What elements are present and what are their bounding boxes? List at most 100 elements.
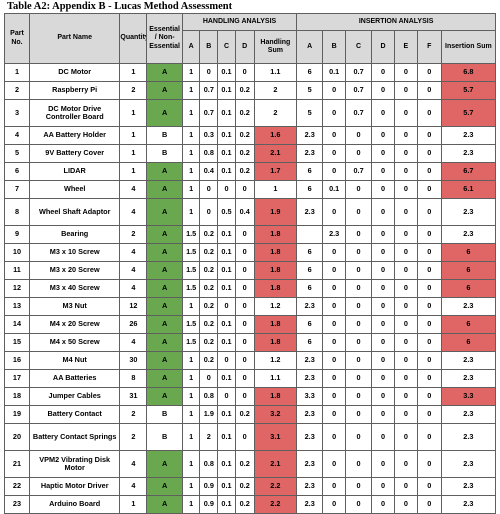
- insertion-value-cell: 0: [345, 387, 373, 406]
- handling-value-cell: 1.5: [181, 261, 201, 280]
- insertion-value-cell: 6: [296, 261, 324, 280]
- insertion-value-cell: 0: [393, 261, 418, 280]
- insertion-value-cell: 0: [345, 333, 373, 352]
- handling-value-cell: 0: [217, 351, 236, 370]
- handling-sum-cell: 1.2: [253, 351, 298, 370]
- insertion-value-cell: 0.7: [345, 99, 373, 127]
- essential-cell: A: [146, 495, 183, 514]
- handling-value-cell: 1: [181, 162, 201, 181]
- part-name-cell: M3 x 20 Screw: [28, 261, 121, 280]
- handling-sum-cell: 1.2: [253, 297, 298, 316]
- insertion-value-cell: 0: [345, 369, 373, 388]
- essential-cell: A: [146, 279, 183, 298]
- insertion-value-cell: 0: [322, 99, 347, 127]
- part-no-cell: 4: [4, 126, 30, 145]
- handling-value-cell: 1: [181, 198, 201, 226]
- table-row: 9 Bearing 2 A 1.5 0.2 0.1 0 1.8 2.3 0 0 0 0 2.3: [4, 225, 497, 244]
- table-row: 16 M4 Nut 30 A 1 0.2 0 0 1.2 2.3 0 0 0 0 0 2.3: [4, 351, 497, 370]
- handling-value-cell: 1.9: [199, 405, 219, 424]
- table-row: 17 AA Batteries 8 A 1 0 0.1 0 1.1 2.3 0 0 0 0 0 2.3: [4, 369, 497, 388]
- insertion-value-cell: 0: [345, 423, 373, 451]
- insertion-value-cell: 0: [393, 63, 418, 82]
- handling-value-cell: 0.8: [199, 450, 219, 478]
- handling-value-cell: 0: [217, 297, 236, 316]
- handling-value-cell: 0: [234, 225, 255, 244]
- insertion-value-cell: 0: [345, 315, 373, 334]
- handling-value-cell: 0: [234, 315, 255, 334]
- handling-value-cell: 0.1: [217, 279, 236, 298]
- part-no-cell: 7: [4, 180, 30, 199]
- handling-value-cell: 0.2: [234, 99, 255, 127]
- quantity-cell: 8: [119, 369, 148, 388]
- table-row: 8 Wheel Shaft Adaptor 4 A 1 0 0.5 0.4 1.9 2.3 0 0 0 0…: [4, 198, 497, 226]
- table-body: 1 DC Motor 1 A 1 0 0.1 0 1.1 6 0.1 0.7 0 0 0 6.8 2 Raspbe…: [4, 63, 497, 514]
- quantity-cell: 12: [119, 297, 148, 316]
- insertion-value-cell: 0: [393, 126, 418, 145]
- handling-value-cell: 0: [234, 369, 255, 388]
- insertion-value-cell: 0: [416, 333, 442, 352]
- insertion-value-cell: 0: [393, 162, 418, 181]
- part-no-cell: 10: [4, 243, 30, 262]
- handling-value-cell: 0: [199, 198, 219, 226]
- handling-value-cell: 0: [234, 279, 255, 298]
- handling-value-cell: 1: [181, 126, 201, 145]
- handling-value-cell: 0.2: [199, 315, 219, 334]
- insertion-value-cell: 2.3: [296, 351, 324, 370]
- table-row: 23 Arduino Board 1 A 1 0.9 0.1 0.2 2.2 2.3 0 0 0 0 0 2.…: [4, 495, 497, 514]
- insertion-value-cell: 0: [416, 243, 442, 262]
- handling-value-cell: 1: [181, 369, 201, 388]
- header-insertion-f: F: [416, 30, 442, 64]
- handling-sum-cell: 3.1: [253, 423, 298, 451]
- handling-value-cell: 0: [234, 297, 255, 316]
- insertion-value-cell: 0: [371, 243, 395, 262]
- part-name-cell: AA Battery Holder: [28, 126, 121, 145]
- insertion-sum-cell: 2.3: [440, 144, 497, 163]
- handling-value-cell: 0: [217, 180, 236, 199]
- insertion-value-cell: 0.7: [345, 162, 373, 181]
- insertion-value-cell: 0: [416, 99, 442, 127]
- insertion-value-cell: 3.3: [296, 387, 324, 406]
- part-name-cell: LIDAR: [28, 162, 121, 181]
- essential-cell: A: [146, 63, 183, 82]
- handling-sum-cell: 1.9: [253, 198, 298, 226]
- handling-value-cell: 0: [234, 261, 255, 280]
- part-no-cell: 1: [4, 63, 30, 82]
- quantity-cell: 1: [119, 162, 148, 181]
- insertion-sum-cell: 5.7: [440, 99, 497, 127]
- header-handling-d: D: [234, 30, 255, 64]
- insertion-value-cell: 0: [393, 198, 418, 226]
- table-row: 2 Raspberry Pi 2 A 1 0.7 0.1 0.2 2 5 0 0.7 0 0 0 5.7: [4, 81, 497, 100]
- insertion-value-cell: 0: [371, 495, 395, 514]
- insertion-sum-cell: 6: [440, 279, 497, 298]
- handling-value-cell: 0: [217, 387, 236, 406]
- insertion-value-cell: 0: [371, 279, 395, 298]
- insertion-value-cell: 0: [371, 477, 395, 496]
- essential-cell: A: [146, 333, 183, 352]
- insertion-value-cell: 0: [322, 198, 347, 226]
- handling-value-cell: 0.2: [199, 297, 219, 316]
- insertion-value-cell: 0: [393, 243, 418, 262]
- insertion-value-cell: 0: [345, 261, 373, 280]
- quantity-cell: 2: [119, 405, 148, 424]
- table-row: 22 Haptic Motor Driver 4 A 1 0.9 0.1 0.2 2.2 2.3 0…: [4, 477, 497, 496]
- part-no-cell: 16: [4, 351, 30, 370]
- handling-value-cell: 0.1: [217, 126, 236, 145]
- header-insertion-b: B: [322, 30, 347, 64]
- insertion-value-cell: 0: [345, 351, 373, 370]
- part-name-cell: Arduino Board: [28, 495, 121, 514]
- handling-sum-cell: 1.8: [253, 225, 298, 244]
- insertion-value-cell: 0: [416, 369, 442, 388]
- insertion-value-cell: 0: [371, 351, 395, 370]
- insertion-value-cell: 0: [322, 450, 347, 478]
- table-row: 18 Jumper Cables 31 A 1 0.8 0 0 1.8 3.3 0 0 0 0 0 3.3: [4, 387, 497, 406]
- part-name-cell: Battery Contact Springs: [28, 423, 121, 451]
- handling-value-cell: 1.5: [181, 333, 201, 352]
- handling-value-cell: 1: [181, 477, 201, 496]
- insertion-value-cell: 0: [416, 315, 442, 334]
- insertion-sum-cell: 2.3: [440, 126, 497, 145]
- insertion-value-cell: 0: [345, 144, 373, 163]
- handling-value-cell: 0.2: [199, 333, 219, 352]
- table-row: 1 DC Motor 1 A 1 0 0.1 0 1.1 6 0.1 0.7 0 0 0 6.8: [4, 63, 497, 82]
- handling-value-cell: 0.1: [217, 243, 236, 262]
- handling-value-cell: 0.1: [217, 99, 236, 127]
